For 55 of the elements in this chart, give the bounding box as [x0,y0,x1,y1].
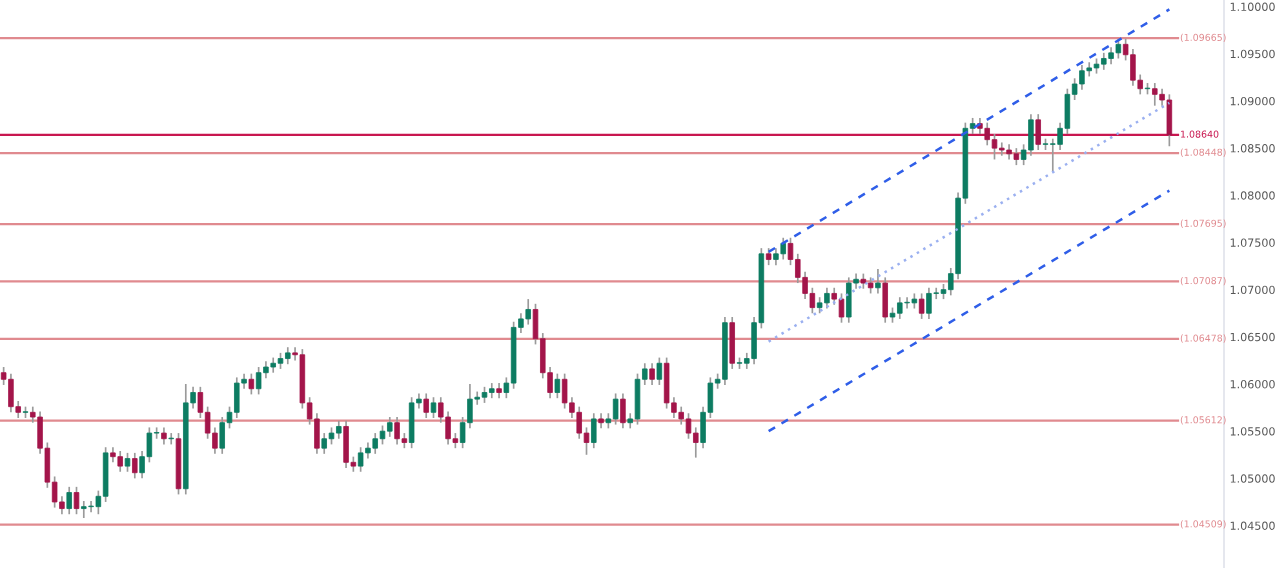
candlestick [991,133,998,161]
candlestick [372,432,378,455]
candlestick [918,292,925,320]
candlestick [897,296,903,320]
candlestick [554,372,561,400]
candlestick [612,392,619,426]
candlestick [729,316,735,370]
candlestick [124,452,131,473]
candlestick [430,396,437,419]
candlestick [1028,113,1034,157]
candlestick [846,276,852,324]
candlestick [685,412,692,440]
candlestick [73,486,80,516]
candlestick [649,362,655,386]
candlestick [132,452,138,480]
candlestick [693,426,699,459]
candlestick [1130,48,1136,87]
candlestick [66,486,72,516]
candlestick [255,366,262,396]
candlestick [117,450,123,473]
candlestick [423,392,429,419]
candlestick [926,286,932,320]
candlestick [321,432,327,455]
candlestick [102,446,109,503]
candlestick [343,419,349,469]
candlestick [576,405,582,440]
candlestick [357,446,364,473]
candlestick [999,141,1005,157]
candlestick [248,372,255,396]
candlestick [1079,64,1085,91]
candlestick [875,268,881,295]
candlestick [634,372,641,426]
candlestick [620,392,626,430]
candlestick [88,500,94,514]
candlestick [219,416,225,455]
candlestick [1166,93,1173,148]
candlestick [561,372,568,410]
candlestick [838,292,845,324]
candlestick [663,356,670,410]
candlestick [81,500,87,519]
candlestick [234,376,240,419]
candlestick [408,396,415,450]
candlestick [904,296,910,310]
candlestick [1035,113,1041,151]
candlestick [591,412,597,450]
candlestick [780,236,786,261]
candlestick [1152,82,1158,107]
candlestick [824,286,830,310]
candlestick [525,298,531,326]
candlestick [882,276,888,324]
candlestick [984,121,990,147]
candlestick [387,416,393,438]
candlestick [656,356,663,386]
candlestick [394,416,400,446]
candlestick [8,372,14,414]
